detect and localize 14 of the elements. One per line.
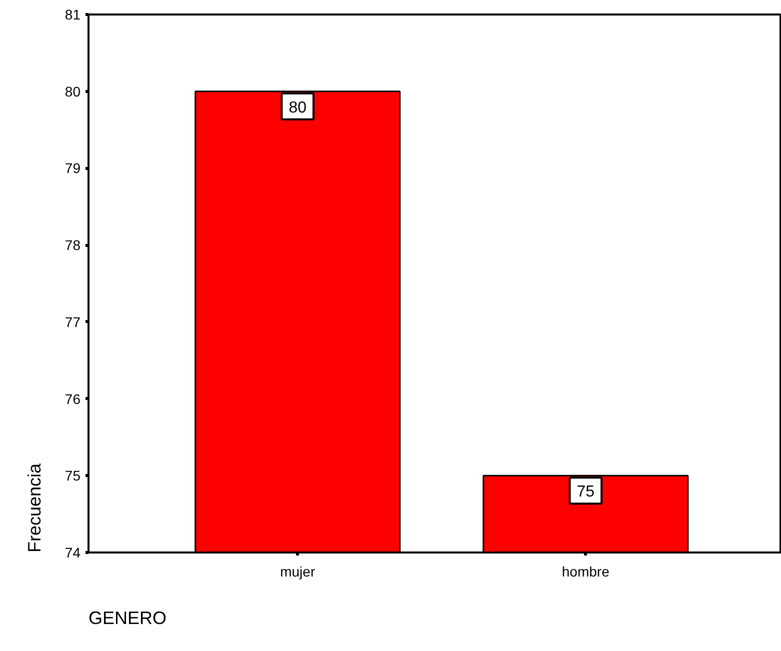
data-label: 75 — [576, 484, 595, 501]
y-axis-title: Frecuencia — [24, 462, 44, 552]
y-tick-label: 81 — [64, 6, 81, 22]
y-tick-label: 80 — [64, 83, 81, 100]
y-tick-label: 76 — [64, 390, 81, 407]
data-label: 80 — [288, 99, 307, 116]
x-axis-title: GENERO — [88, 608, 167, 628]
y-tick-label: 74 — [64, 544, 81, 560]
y-tick-label: 75 — [64, 468, 81, 484]
x-tick-label: hombre — [562, 564, 610, 580]
y-tick-label: 79 — [64, 160, 81, 176]
y-tick-label: 78 — [64, 237, 81, 254]
x-tick-label: mujer — [280, 564, 316, 580]
y-tick-label: 77 — [64, 314, 81, 330]
